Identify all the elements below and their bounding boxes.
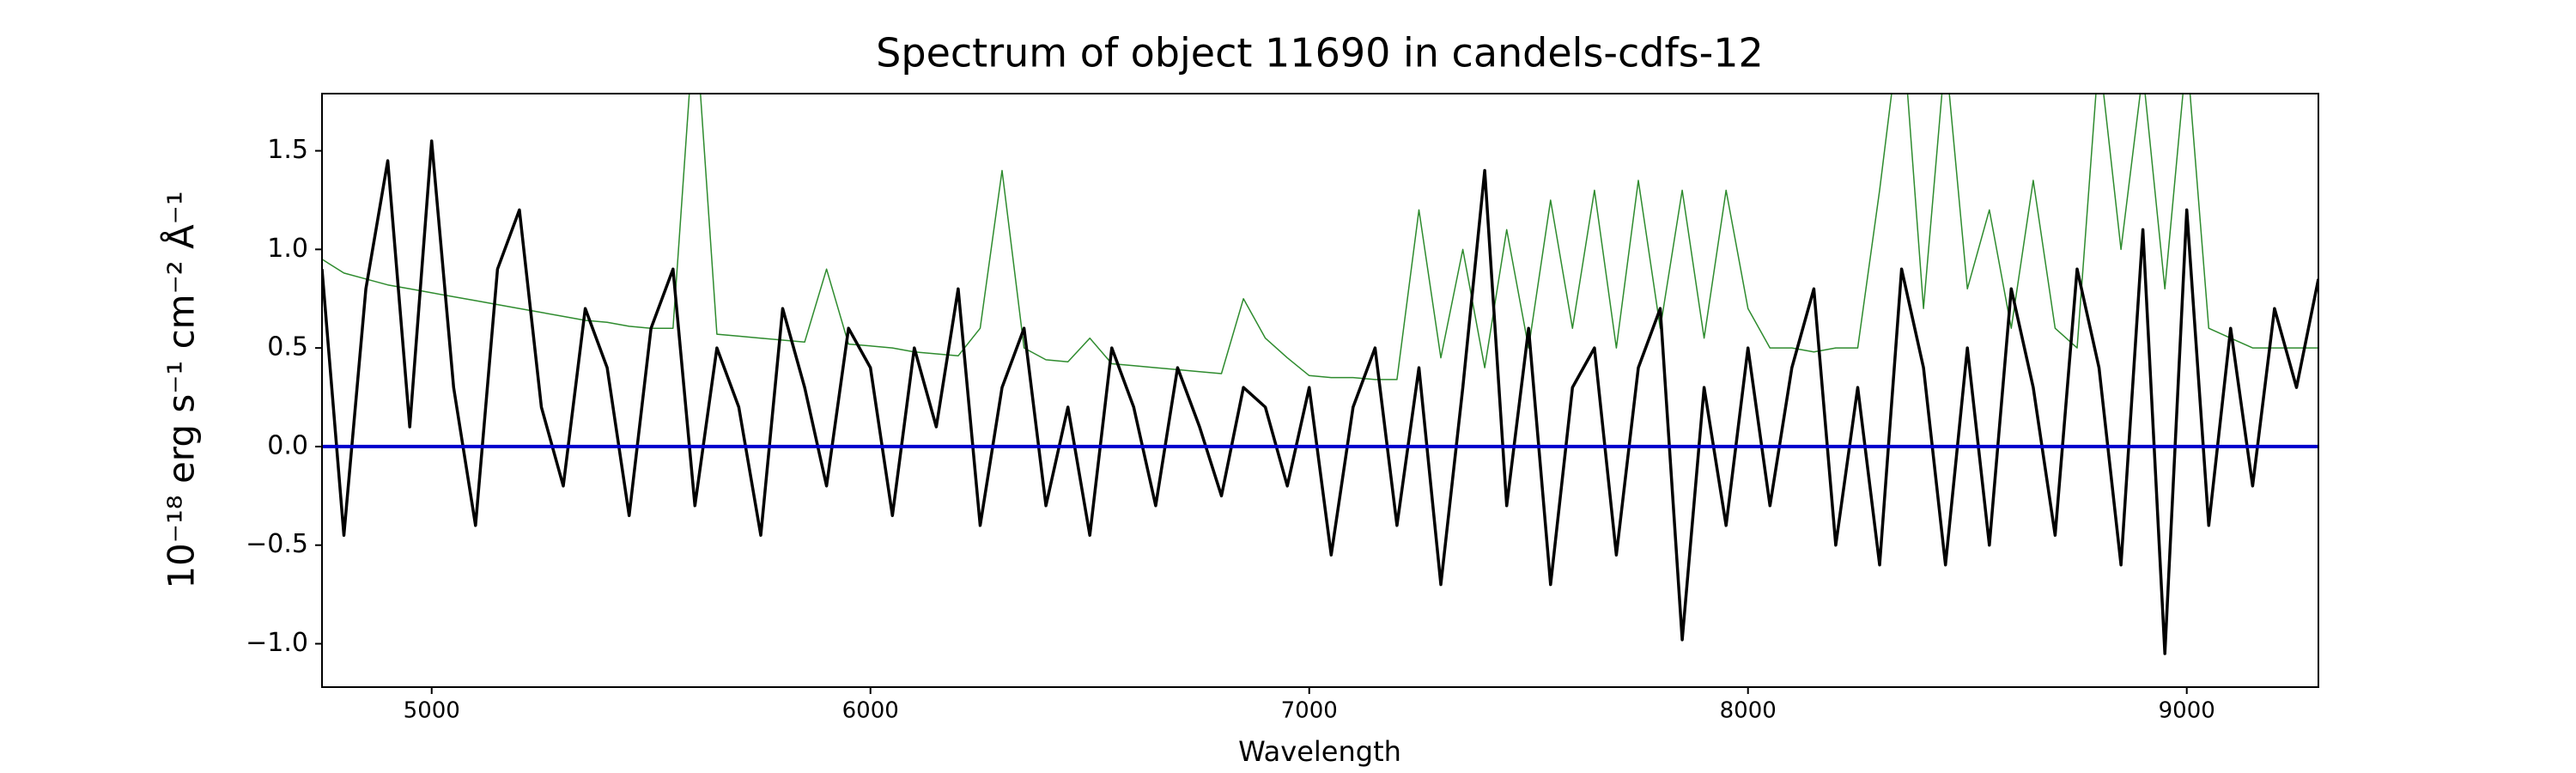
- y-tick-label: −1.0: [246, 628, 308, 658]
- series-line: [322, 94, 2318, 380]
- y-tick-label: 0.0: [267, 430, 308, 460]
- plot-area: [322, 94, 2318, 655]
- x-tick-label: 9000: [2159, 698, 2215, 724]
- x-tick-label: 5000: [404, 698, 460, 724]
- x-tick-label: 6000: [842, 698, 899, 724]
- x-tick-label: 7000: [1281, 698, 1338, 724]
- axes-frame: [321, 93, 2319, 688]
- y-tick-label: 1.0: [267, 234, 308, 264]
- x-axis-label: Wavelength: [1238, 735, 1401, 768]
- y-tick-label: 0.5: [267, 332, 308, 362]
- y-tick-label: 1.5: [267, 135, 308, 165]
- y-tick-label: −0.5: [246, 529, 308, 559]
- series-line: [322, 139, 2318, 655]
- chart-title: Spectrum of object 11690 in candels-cdfs…: [876, 30, 1764, 76]
- x-tick-label: 8000: [1720, 698, 1777, 724]
- y-axis-label: 10⁻¹⁸ erg s⁻¹ cm⁻² Å⁻¹: [160, 191, 203, 588]
